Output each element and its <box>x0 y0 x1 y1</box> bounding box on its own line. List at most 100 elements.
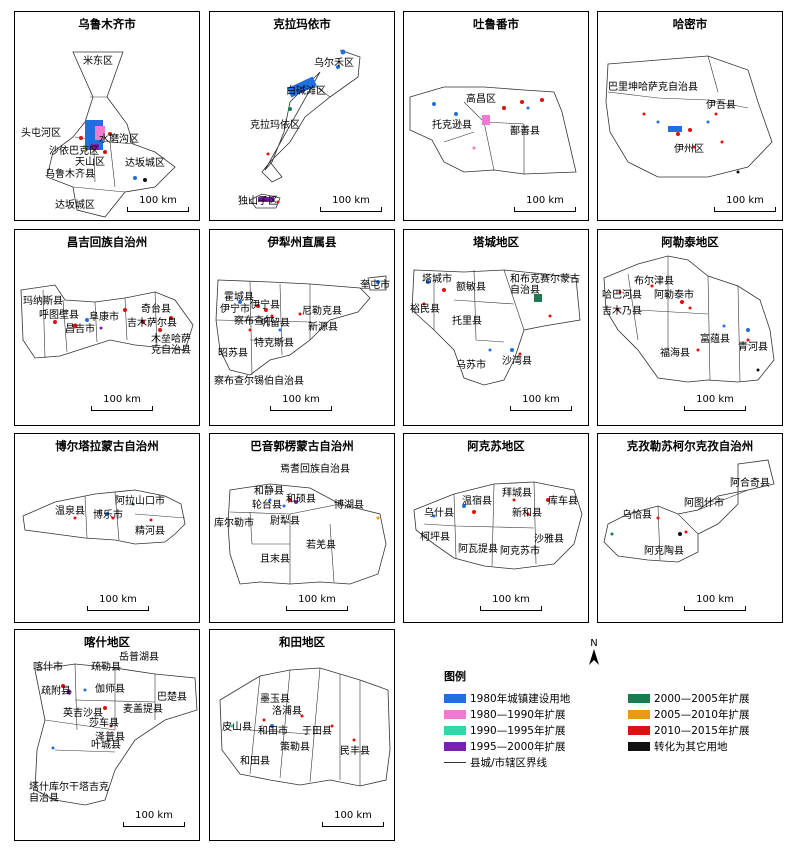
county-boundaries <box>34 663 198 806</box>
place-label: 和硕县 <box>286 494 316 505</box>
place-label: 沙湾县 <box>502 356 532 367</box>
legend-swatch <box>444 742 466 751</box>
map-panel-kashgar: 喀什地区 岳普湖县 喀什市 疏勒县 疏附县 伽师县 巴楚县 英吉沙县 麦盖提县 … <box>14 629 200 841</box>
panel-title: 乌鲁木齐市 <box>78 17 136 31</box>
county-boundaries <box>603 459 775 563</box>
place-label: 额敏县 <box>456 282 486 293</box>
place-label: 墨玉县 <box>260 694 290 705</box>
panel-title: 克拉玛依市 <box>273 17 331 31</box>
place-label: 叶城县 <box>91 740 121 751</box>
county-boundaries <box>22 489 186 545</box>
place-label: 塔什库尔干塔吉克自治县 <box>29 782 109 804</box>
place-label: 白碱滩区 <box>286 86 326 97</box>
place-label: 轮台县 <box>252 500 282 511</box>
place-label: 温宿县 <box>462 496 492 507</box>
place-label: 阿克陶县 <box>644 546 684 557</box>
place-label: 疏勒县 <box>91 662 121 673</box>
scale-bar: 100 km <box>320 195 382 212</box>
place-label: 高昌区 <box>466 94 496 105</box>
county-boundaries <box>215 275 387 376</box>
place-label: 莎车县 <box>89 718 119 729</box>
place-label: 乌恰县 <box>622 510 652 521</box>
county-boundaries <box>20 284 194 359</box>
legend-item: 1980—1990年扩展 <box>444 708 565 722</box>
map-panel-turpan: 吐鲁番市 高昌区 托克逊县 鄯善县 100 km <box>403 11 589 221</box>
map-panel-altay: 阿勒泰地区 布尔津县 哈巴河县 阿勒泰市 吉木乃县 富蕴县 青河县 福海县 10… <box>597 229 783 426</box>
north-arrow: N <box>584 638 604 671</box>
place-label: 察布查尔 <box>234 316 274 327</box>
place-label: 于田县 <box>302 726 332 737</box>
place-label: 阿克苏市 <box>500 546 540 557</box>
place-label: 和布克赛尔蒙古自治县 <box>510 274 580 296</box>
scale-bar: 100 km <box>510 394 572 411</box>
place-label: 尼勒克县 <box>302 306 342 317</box>
map-panel-aksu: 阿克苏地区 拜城县 温宿县 库车县 乌什县 新和县 柯坪县 沙雅县 阿瓦提县 阿… <box>403 433 589 623</box>
place-label: 鄯善县 <box>510 126 540 137</box>
place-label: 达坂城区 <box>125 158 165 169</box>
place-label: 新源县 <box>308 322 338 333</box>
place-label: 疏附县 <box>41 686 71 697</box>
place-label: 克拉玛依区 <box>250 120 300 131</box>
scale-bar: 100 km <box>87 594 149 611</box>
place-label: 泽普县 <box>95 732 125 743</box>
scale-bar: 100 km <box>127 195 189 212</box>
place-label: 阿图什市 <box>684 498 724 509</box>
map-panel-changji: 昌吉回族自治州 玛纳斯县 呼图壁县 昌吉市 阜康市 奇台县 吉木萨尔县 木垒哈萨… <box>14 229 200 426</box>
place-label: 头屯河区 <box>21 128 61 139</box>
place-label: 麦盖提县 <box>123 704 163 715</box>
place-label: 伽师县 <box>95 684 125 695</box>
place-label: 皮山县 <box>222 722 252 733</box>
place-label: 巩留县 <box>260 318 290 329</box>
panel-title: 伊犁州直属县 <box>267 235 337 249</box>
place-label: 哈巴河县 <box>602 290 642 301</box>
place-label: 天山区 <box>75 157 105 168</box>
scale-bar: 100 km <box>480 594 542 611</box>
legend-swatch <box>628 710 650 719</box>
legend-item: 2000—2005年扩展 <box>628 692 749 706</box>
legend-item: 2005—2010年扩展 <box>628 708 749 722</box>
place-label: 阿瓦提县 <box>458 544 498 555</box>
place-label: 霍城县 <box>224 292 254 303</box>
place-label: 英吉沙县 <box>63 708 103 719</box>
panel-title: 昌吉回族自治州 <box>66 235 148 249</box>
place-label: 巴楚县 <box>157 692 187 703</box>
scale-bar: 100 km <box>514 195 576 212</box>
panel-title: 巴音郭楞蒙古自治州 <box>250 439 354 453</box>
place-label: 昌吉市 <box>65 324 95 335</box>
place-label: 柯坪县 <box>420 532 450 543</box>
county-boundaries <box>413 481 583 570</box>
place-label: 昭苏县 <box>218 348 248 359</box>
legend-swatch <box>628 726 650 735</box>
place-label: 博湖县 <box>334 500 364 511</box>
legend-item: 转化为其它用地 <box>628 740 728 754</box>
place-label: 和田市 <box>258 726 288 737</box>
panel-title: 博尔塔拉蒙古自治州 <box>55 439 159 453</box>
county-boundaries <box>219 667 391 787</box>
county-boundaries <box>409 86 577 175</box>
map-panel-bayingolin: 巴音郭楞蒙古自治州 焉耆回族自治县 和静县 和硕县 轮台县 博湖县 库尔勒市 尉… <box>209 433 395 623</box>
map-panel-karamay: 克拉玛依市 乌尔禾区 白碱滩区 克拉玛依区 独山子区 100 km <box>209 11 395 221</box>
place-label: 焉耆回族自治县 <box>280 464 350 475</box>
place-label: 托克逊县 <box>432 120 472 131</box>
panel-title: 阿勒泰地区 <box>661 235 719 249</box>
panel-title: 克孜勒苏柯尔克孜自治州 <box>626 439 754 453</box>
place-label: 布尔津县 <box>634 276 674 287</box>
map-panel-ili: 伊犁州直属县 霍城县 伊宁县 伊宁市 尼勒克县 奎屯市 察布查尔 巩留县 新源县… <box>209 229 395 426</box>
scale-bar: 100 km <box>286 594 348 611</box>
place-label: 尉犁县 <box>270 516 300 527</box>
place-label: 和静县 <box>254 486 284 497</box>
legend-item: 1995—2000年扩展 <box>444 740 565 754</box>
place-label: 达坂城区 <box>55 200 95 211</box>
place-label: 托里县 <box>452 316 482 327</box>
county-boundaries <box>605 55 773 178</box>
place-label: 阜康市 <box>89 312 119 323</box>
place-label: 木垒哈萨克自治县 <box>151 334 191 356</box>
place-label: 拜城县 <box>502 488 532 499</box>
map-panel-hami: 哈密市 巴里坤哈萨克自治县 伊吾县 伊州区 100 km <box>597 11 783 221</box>
place-label: 福海县 <box>660 348 690 359</box>
place-label: 库车县 <box>548 496 578 507</box>
panel-title: 塔城地区 <box>473 235 519 249</box>
place-label: 和田县 <box>240 756 270 767</box>
legend-swatch <box>444 710 466 719</box>
place-label: 吉木萨尔县 <box>127 318 177 329</box>
